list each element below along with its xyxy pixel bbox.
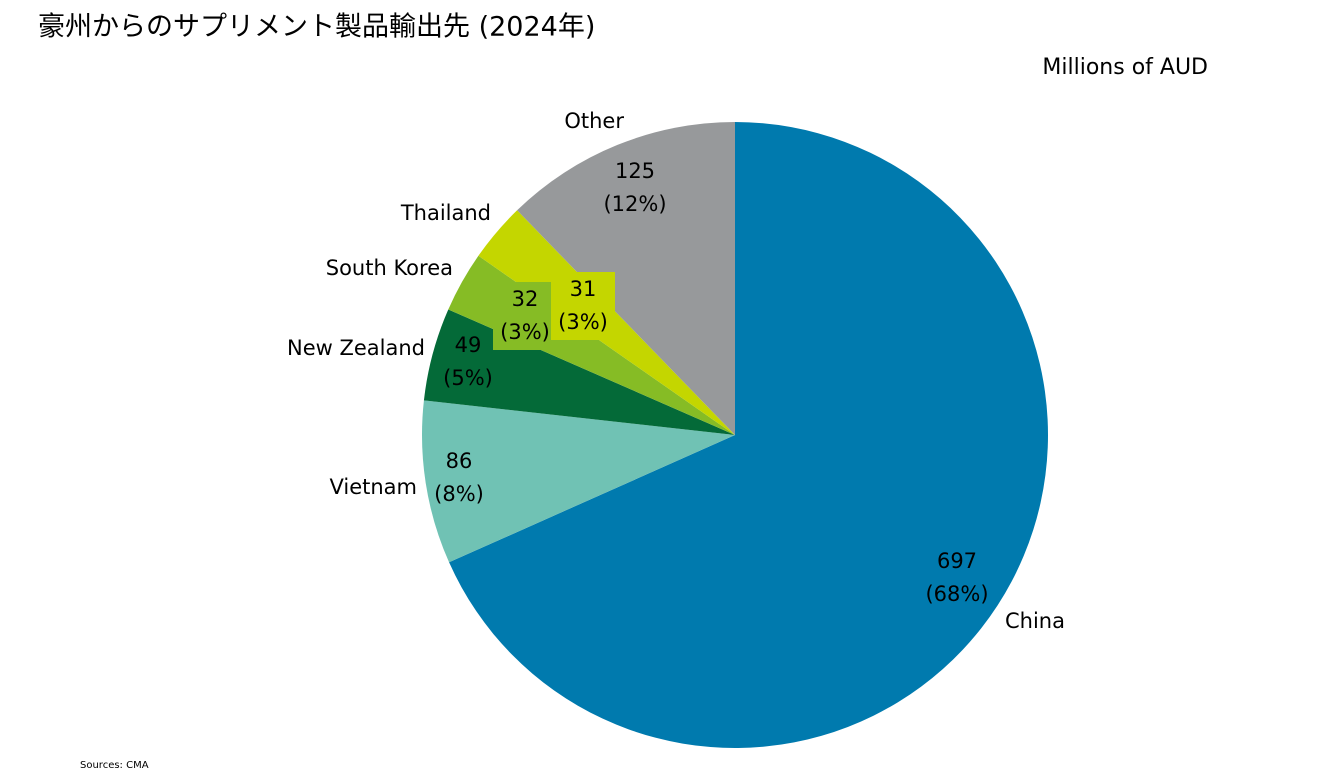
value-label: 31 [570, 277, 597, 301]
value-label: 697 [937, 549, 977, 573]
category-label: New Zealand [287, 336, 425, 360]
chart-subtitle: Millions of AUD [1042, 55, 1208, 80]
pie-slice [517, 122, 735, 435]
share-label: (3%) [500, 320, 550, 344]
share-label: (5%) [443, 366, 493, 390]
value-label: 32 [512, 287, 539, 311]
label-box [551, 272, 615, 340]
share-label: (8%) [434, 482, 484, 506]
category-label: Vietnam [329, 475, 417, 499]
chart-title: 豪州からのサプリメント製品輸出先 (2024年) [38, 12, 595, 43]
value-label: 125 [615, 159, 655, 183]
category-label: South Korea [326, 256, 453, 280]
value-label: 86 [446, 449, 473, 473]
pie-slice [422, 400, 735, 563]
label-box [493, 282, 557, 350]
value-label: 49 [455, 333, 482, 357]
category-label: Other [564, 109, 624, 133]
category-label: Thailand [400, 201, 491, 225]
source-note: Sources: CMA [80, 760, 149, 769]
share-label: (68%) [925, 582, 988, 606]
category-label: China [1005, 609, 1065, 633]
share-label: (3%) [558, 310, 608, 334]
pie-slice [449, 122, 1048, 748]
share-label: (12%) [603, 192, 666, 216]
